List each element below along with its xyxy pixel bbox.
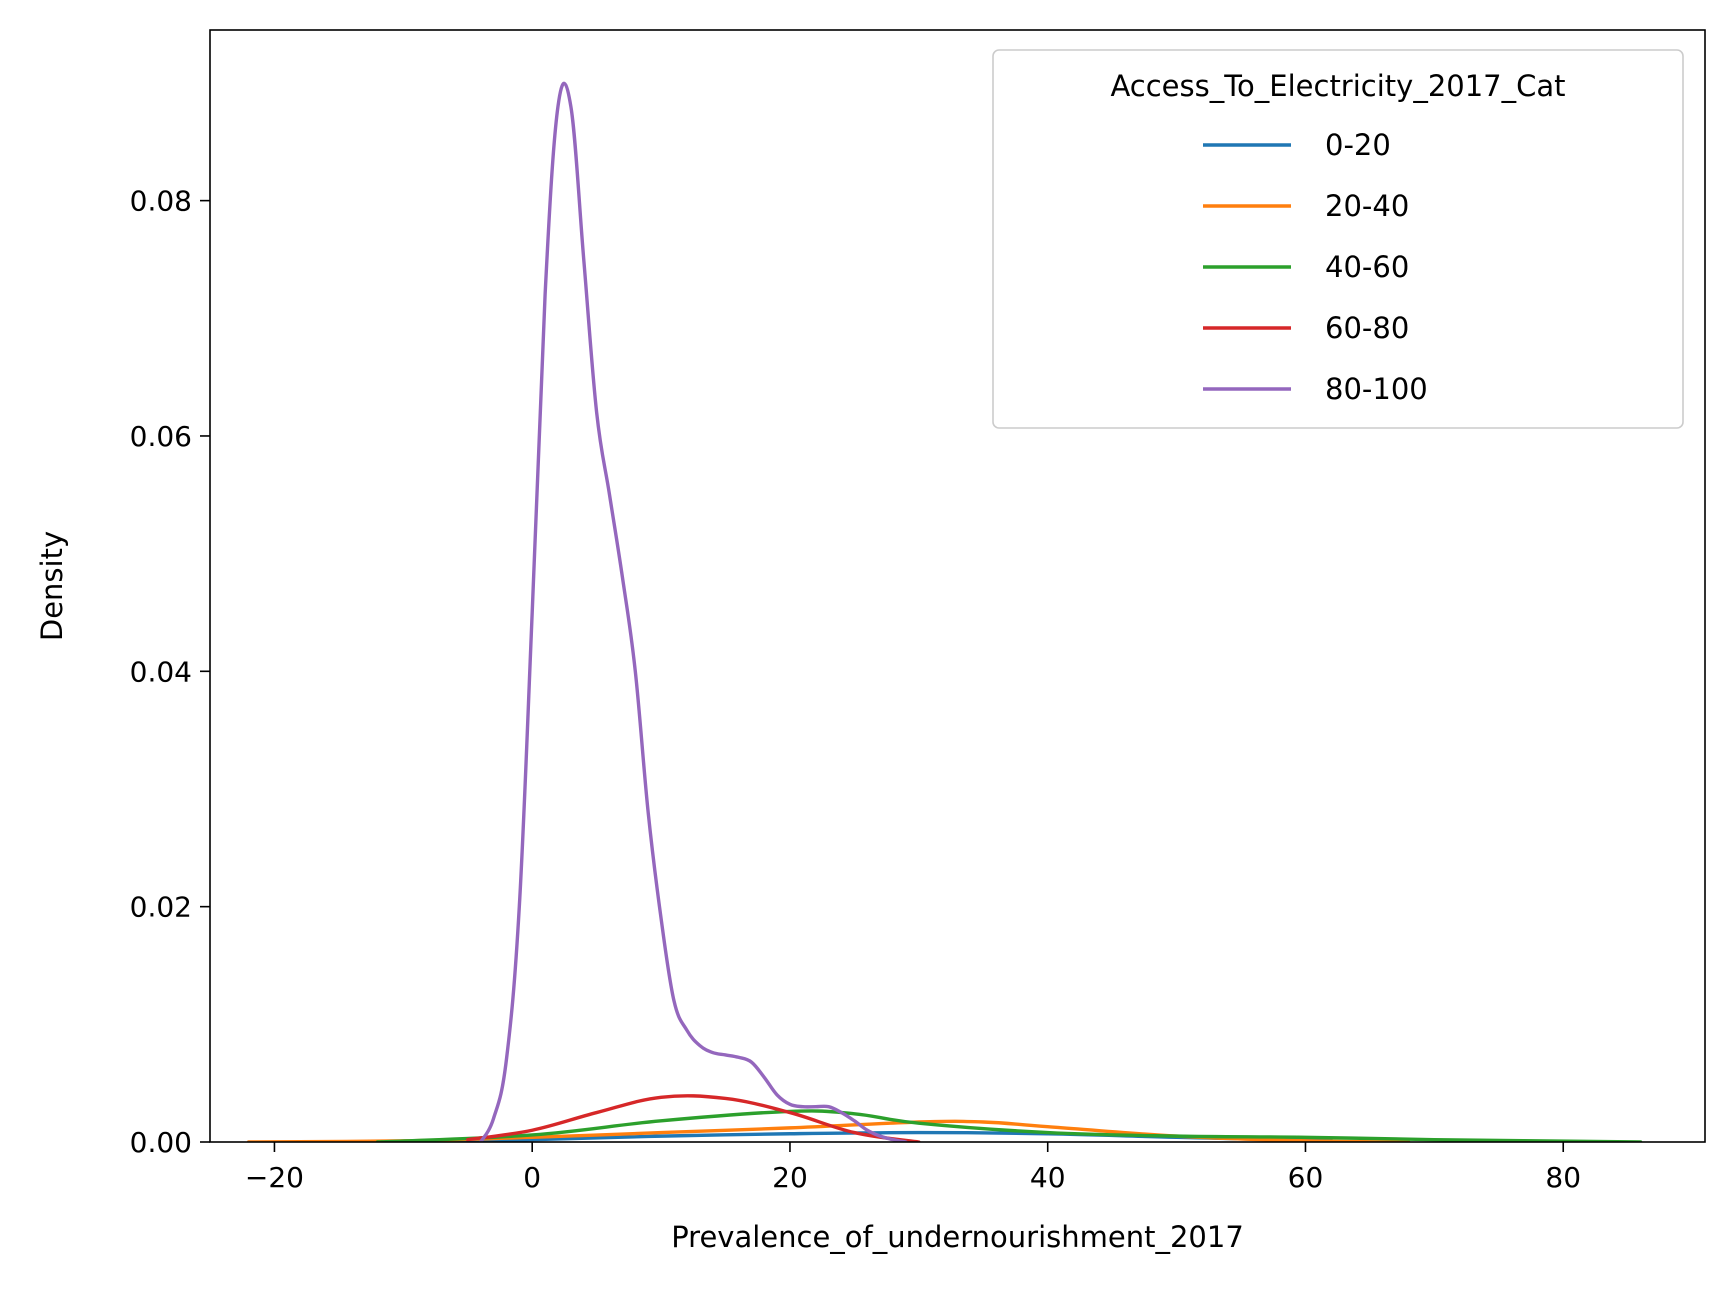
y-axis-label: Density bbox=[35, 531, 69, 641]
legend-label: 60-80 bbox=[1325, 311, 1409, 345]
legend-label: 20-40 bbox=[1325, 189, 1409, 223]
x-tick-label: 40 bbox=[1030, 1161, 1066, 1194]
legend-label: 40-60 bbox=[1325, 250, 1409, 284]
legend: Access_To_Electricity_2017_Cat 0-20 20-40… bbox=[992, 49, 1684, 429]
legend-item-40-60: 40-60 bbox=[1203, 250, 1409, 284]
axes-frame bbox=[209, 29, 1706, 1143]
x-tick-label: 20 bbox=[772, 1161, 808, 1194]
legend-item-80-100: 80-100 bbox=[1203, 372, 1428, 406]
y-tick-label: 0.02 bbox=[130, 891, 192, 924]
legend-frame bbox=[992, 49, 1684, 429]
legend-item-0-20: 0-20 bbox=[1203, 128, 1391, 162]
x-axis-label: Prevalence_of_undernourishment_2017 bbox=[671, 1220, 1244, 1254]
series-line-40-60 bbox=[375, 1109, 1643, 1142]
y-tick-label: 0.06 bbox=[130, 420, 192, 453]
legend-title: Access_To_Electricity_2017_Cat bbox=[1110, 69, 1565, 103]
x-tick-label: 60 bbox=[1288, 1161, 1324, 1194]
x-tick-label: 80 bbox=[1545, 1161, 1581, 1194]
series-line-80-100 bbox=[478, 81, 908, 1142]
series-layer bbox=[246, 81, 1643, 1142]
legend-item-20-40: 20-40 bbox=[1203, 189, 1409, 223]
legend-items: 0-20 20-40 40-60 60-80 80-100 bbox=[1203, 128, 1428, 406]
axes-layer: −20 0 20 40 60 80 0.00 0.02 0.04 0.06 0.08 bbox=[130, 29, 1706, 1194]
x-tick-label: −20 bbox=[245, 1161, 304, 1194]
y-tick-label: 0.08 bbox=[130, 185, 192, 218]
legend-label: 80-100 bbox=[1325, 372, 1428, 406]
y-tick-label: 0.00 bbox=[130, 1126, 192, 1159]
y-tick-label: 0.04 bbox=[130, 655, 192, 688]
legend-item-60-80: 60-80 bbox=[1203, 311, 1409, 345]
legend-label: 0-20 bbox=[1325, 128, 1391, 162]
series-line-60-80 bbox=[466, 1094, 921, 1142]
x-tick-label: 0 bbox=[523, 1161, 541, 1194]
